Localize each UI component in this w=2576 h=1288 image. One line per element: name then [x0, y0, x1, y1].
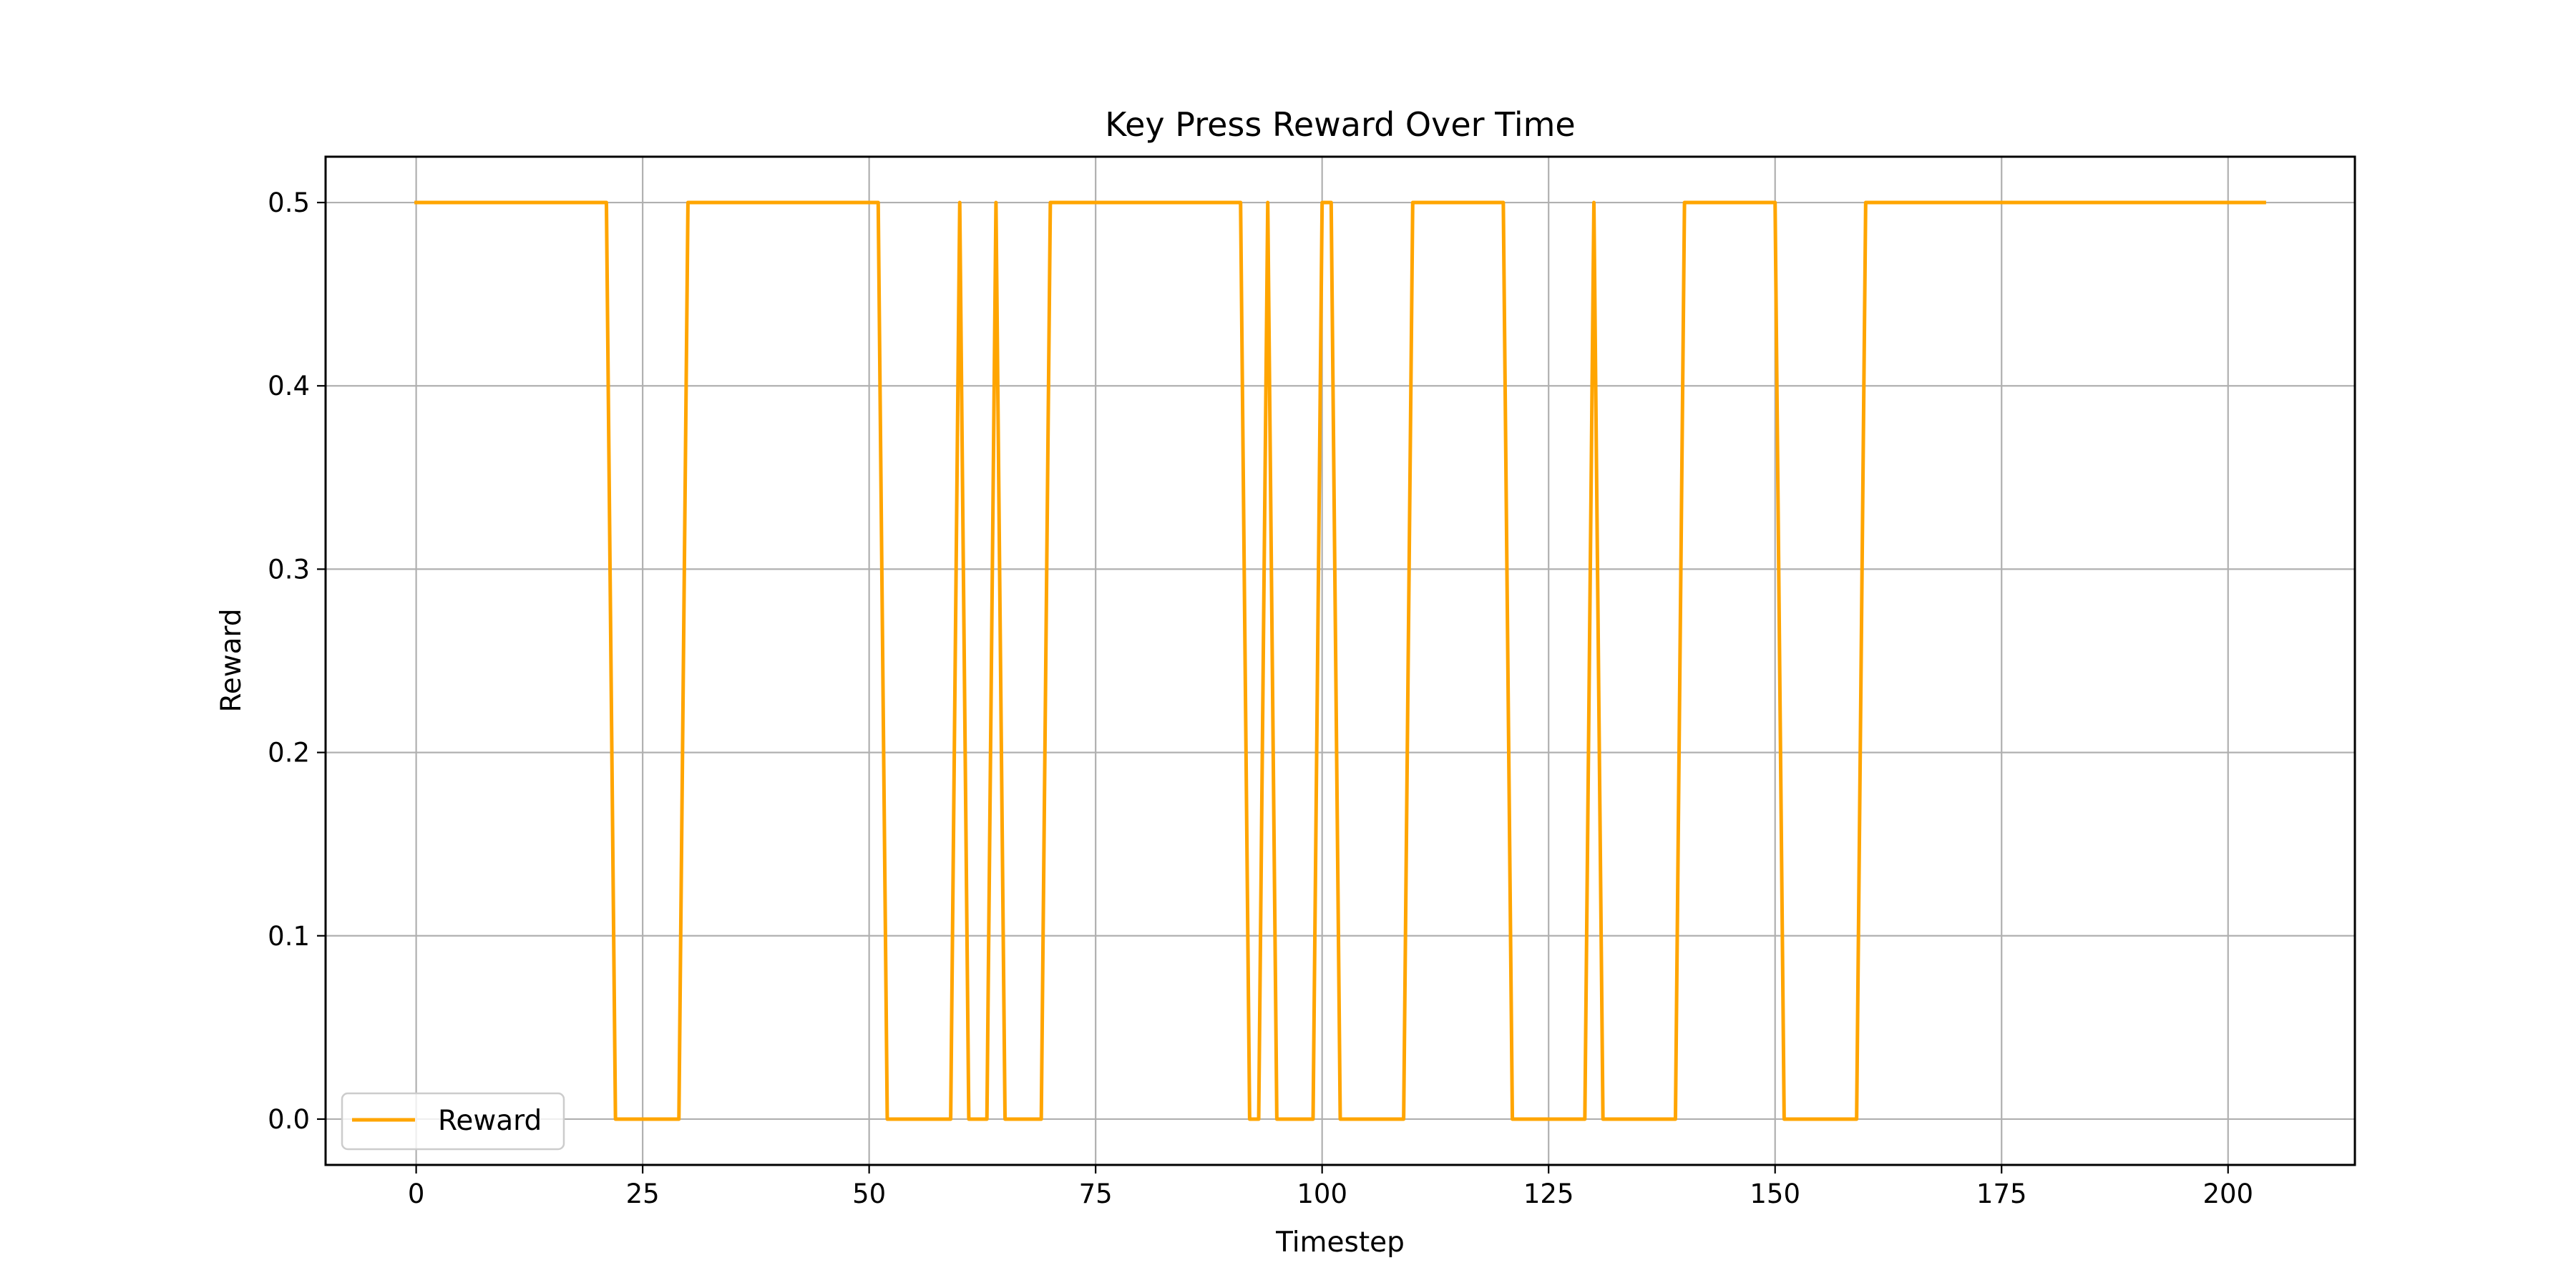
- x-tick-label: 25: [626, 1179, 660, 1209]
- plot-frame: [324, 155, 2356, 1166]
- y-tick-label: 0.3: [268, 554, 310, 585]
- x-tick-label: 50: [852, 1179, 886, 1209]
- x-tick-label: 200: [2202, 1179, 2253, 1209]
- x-tick-label: 75: [1079, 1179, 1113, 1209]
- x-tick-label: 150: [1750, 1179, 1800, 1209]
- y-tick-label: 0.5: [268, 187, 310, 218]
- x-axis-label: Timestep: [1275, 1226, 1405, 1259]
- legend-box: [341, 1092, 565, 1151]
- x-tick-label: 175: [1976, 1179, 2027, 1209]
- x-tick-label: 125: [1523, 1179, 1574, 1209]
- chart-title: Key Press Reward Over Time: [1105, 105, 1575, 144]
- series-layer: [414, 200, 2266, 1121]
- y-tick-label: 0.1: [268, 921, 310, 952]
- y-tick-label: 0.0: [268, 1104, 310, 1135]
- series-line-reward: [414, 200, 2266, 1121]
- grid-layer: [326, 157, 2355, 1165]
- legend: Reward: [341, 1092, 565, 1151]
- y-tick-label: 0.2: [268, 738, 310, 769]
- x-tick-label: 0: [408, 1179, 425, 1209]
- tick-layer: 0 25 50 75 100 125 150 175 200 0.0 0.1 0.2 0.3 0.4 0.5: [268, 187, 2253, 1209]
- legend-label-reward: Reward: [438, 1105, 542, 1137]
- y-axis-label: Reward: [215, 608, 248, 712]
- x-tick-label: 100: [1297, 1179, 1347, 1209]
- y-tick-label: 0.4: [268, 371, 310, 401]
